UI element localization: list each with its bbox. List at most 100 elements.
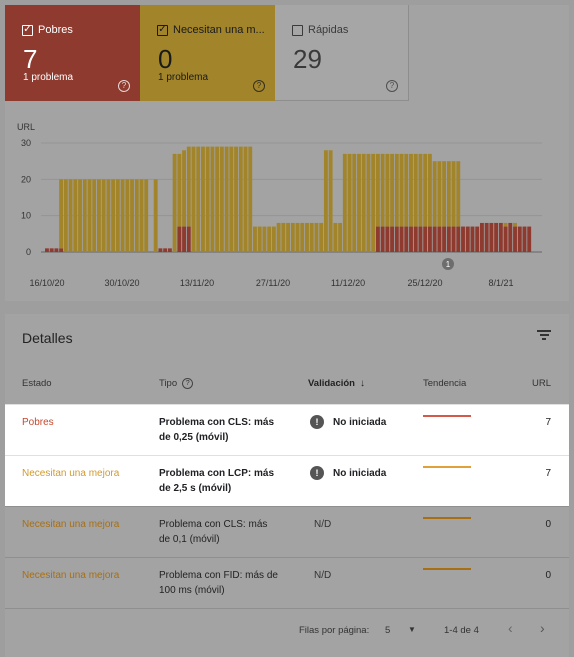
table-row[interactable]: Necesitan una mejora Problema con CLS: m…	[5, 506, 569, 557]
chevron-left-icon[interactable]: ‹	[508, 620, 513, 636]
checkbox-unchecked-icon[interactable]	[292, 25, 303, 36]
tile-needs-improvement[interactable]: ✓ Necesitan una m... 0 1 problema ?	[140, 5, 275, 101]
details-card: Detalles Estado Tipo? Validación ↓ Tenden…	[5, 314, 569, 657]
help-icon[interactable]: ?	[182, 378, 194, 389]
bar	[290, 222, 295, 252]
bar	[371, 153, 376, 252]
y-tick-label: 0	[26, 247, 31, 257]
y-axis-label: URL	[17, 122, 35, 132]
bar	[215, 146, 220, 252]
bar	[347, 153, 352, 252]
bar	[248, 146, 253, 252]
bar	[456, 161, 461, 227]
row-validation: N/D	[314, 519, 332, 530]
bar	[375, 226, 380, 252]
bar	[153, 179, 158, 252]
bar	[380, 226, 385, 252]
tile-poor[interactable]: ✓ Pobres 7 1 problema ?	[5, 5, 140, 101]
trend-sparkline	[423, 466, 471, 468]
bar	[49, 248, 54, 252]
bar	[267, 226, 272, 252]
bar	[78, 179, 82, 252]
checkbox-checked-icon[interactable]: ✓	[22, 24, 33, 36]
rows-per-page-select[interactable]: 5	[385, 625, 391, 636]
bar	[59, 248, 64, 252]
bar	[503, 222, 508, 227]
bar	[134, 179, 139, 252]
table-row[interactable]: Pobres Problema con CLS: más de 0,25 (mó…	[5, 404, 569, 455]
bar	[68, 179, 73, 252]
bar	[437, 226, 442, 252]
bar	[201, 146, 205, 252]
bar	[394, 226, 399, 252]
bar	[177, 226, 182, 252]
bar	[130, 179, 134, 252]
x-tick-label: 27/11/20	[256, 278, 290, 288]
row-validation-label: No iniciada	[333, 467, 387, 479]
bar	[437, 161, 442, 227]
help-icon[interactable]: ?	[253, 80, 265, 92]
row-url-count: 7	[545, 417, 551, 428]
status-tiles: ✓ Pobres 7 1 problema ? ✓ Necesitan una …	[5, 5, 409, 101]
bar	[319, 222, 324, 252]
column-header-tipo-label: Tipo	[159, 378, 178, 390]
tile-label: Necesitan una m...	[173, 24, 265, 36]
bar	[196, 146, 201, 252]
bar	[446, 161, 451, 227]
bar	[465, 226, 470, 252]
tile-count: 29	[293, 44, 322, 74]
bar	[111, 179, 116, 252]
bar	[432, 226, 437, 252]
filter-icon[interactable]	[537, 330, 551, 342]
row-status: Necesitan una mejora	[22, 519, 120, 530]
checkbox-checked-icon[interactable]: ✓	[157, 24, 168, 36]
bar	[45, 248, 49, 252]
tile-label: Pobres	[38, 24, 73, 36]
bar	[309, 222, 314, 252]
dropdown-caret-icon[interactable]: ▼	[408, 625, 416, 634]
bar	[427, 153, 432, 227]
tile-count: 0	[158, 44, 173, 74]
column-header-validacion[interactable]: Validación ↓	[308, 378, 365, 389]
bar	[470, 226, 475, 252]
x-tick-label: 8/1/21	[488, 278, 513, 288]
bar	[219, 146, 224, 252]
tile-subtitle: 1 problema	[23, 72, 74, 83]
row-status: Pobres	[22, 417, 54, 428]
bar	[508, 222, 513, 252]
bar	[385, 226, 390, 252]
help-icon[interactable]: ?	[118, 80, 130, 92]
help-icon[interactable]: ?	[386, 80, 398, 92]
chevron-right-icon[interactable]: ›	[540, 620, 545, 636]
x-tick-label: 16/10/20	[29, 278, 64, 288]
bar	[456, 226, 461, 252]
tile-label: Rápidas	[308, 24, 349, 36]
annotation-label: 1	[446, 260, 451, 269]
bar	[191, 146, 196, 252]
y-tick-label: 30	[21, 138, 31, 148]
bar	[186, 226, 191, 252]
bar	[295, 222, 300, 252]
bar	[413, 153, 418, 227]
bar	[120, 179, 125, 252]
pagination: Filas por página: 5 ▼ 1-4 de 4 ‹ ›	[5, 608, 569, 648]
bar	[54, 248, 59, 252]
bar	[446, 226, 451, 252]
row-issue-type: Problema con CLS: más de 0,1 (móvil)	[159, 519, 268, 545]
bar	[423, 226, 428, 252]
bar	[394, 153, 399, 227]
table-row[interactable]: Necesitan una mejora Problema con FID: m…	[5, 557, 569, 608]
bar	[513, 226, 517, 252]
table-row[interactable]: Necesitan una mejora Problema con LCP: m…	[5, 455, 569, 506]
bar	[73, 179, 78, 252]
tile-fast[interactable]: Rápidas 29 ?	[275, 5, 409, 101]
bar	[513, 222, 517, 227]
bar	[92, 179, 97, 252]
bar	[427, 226, 432, 252]
column-header-tendencia: Tendencia	[423, 378, 467, 389]
bar	[163, 248, 168, 252]
bar	[418, 153, 423, 227]
bar	[328, 150, 333, 252]
bar	[125, 179, 130, 252]
bar	[182, 150, 186, 227]
